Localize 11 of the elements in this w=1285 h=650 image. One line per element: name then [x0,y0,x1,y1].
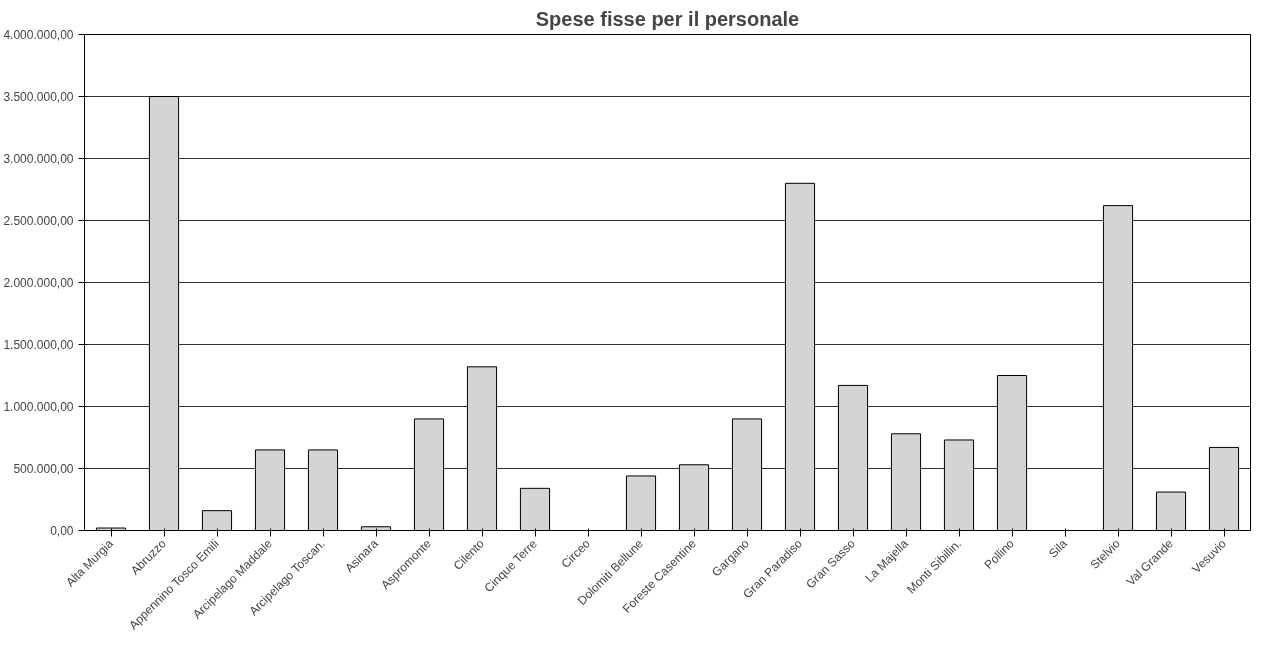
y-tick-label: 2.000.000,00 [3,276,74,290]
y-tick-label: 1.000.000,00 [3,400,74,414]
y-tick-label: 3.000.000,00 [3,152,74,166]
y-tick-label: 500.000,00 [13,462,74,476]
y-tick-label: 3.500.000,00 [3,90,74,104]
x-tick-label: Sila [1045,536,1071,561]
y-tick-label: 1.500.000,00 [3,338,74,352]
y-tick-label: 0,00 [50,524,74,538]
chart-title: Spese fisse per il personale [535,7,800,30]
y-tick-label: 4.000.000,00 [3,28,74,42]
y-tick-label: 2.500.000,00 [3,214,74,228]
